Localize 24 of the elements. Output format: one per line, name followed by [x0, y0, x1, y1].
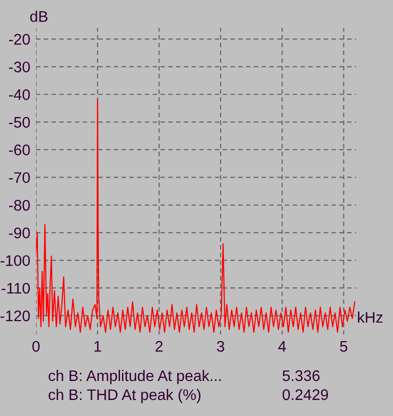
- y-tick-label: -20: [9, 34, 30, 45]
- y-axis-title: dB: [30, 10, 48, 22]
- text: 0.2429: [282, 389, 328, 400]
- y-tick-label: -90: [9, 228, 30, 238]
- x-axis-title: kHz: [358, 312, 383, 323]
- y-tick-label: -100: [0, 255, 30, 266]
- y-tick-label: -50: [9, 116, 30, 128]
- y-tick-label: -70: [9, 172, 30, 184]
- line-series: [36, 99, 356, 333]
- y-tick-label: -30: [9, 62, 30, 72]
- y-tick-label: -40: [9, 89, 30, 100]
- y-tick-label: -120: [0, 310, 30, 322]
- text: ch B: Amplitude At peak...: [48, 370, 221, 384]
- x-tick-label: 4: [278, 341, 286, 352]
- y-tick-label: -60: [9, 144, 30, 156]
- x-tick-label: 3: [216, 340, 224, 352]
- y-tick-label: -80: [9, 200, 30, 211]
- x-tick-label: 0: [32, 340, 40, 352]
- x-tick-label: 2: [156, 340, 163, 352]
- x-tick-label: 5: [340, 341, 348, 352]
- y-tick-label: -110: [2, 282, 30, 294]
- x-tick-label: 1: [94, 341, 102, 352]
- text: ch B: THD At peak (%): [48, 388, 200, 404]
- text: 5.336: [282, 370, 320, 382]
